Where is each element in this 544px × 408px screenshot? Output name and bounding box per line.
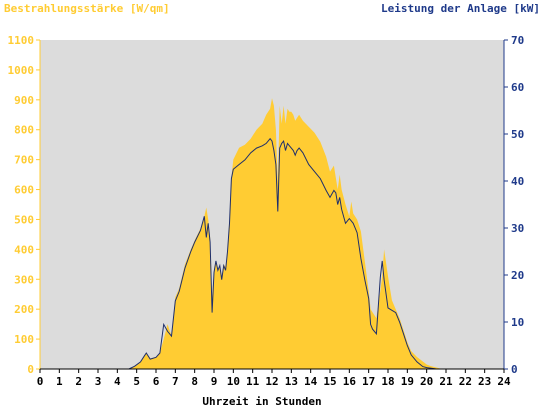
right-tick-label: 0 <box>511 363 518 376</box>
x-tick-label: 24 <box>497 375 511 388</box>
right-tick-label: 40 <box>511 175 524 188</box>
left-tick-label: 100 <box>14 333 34 346</box>
x-axis-ticks: 0 1 2 3 4 5 6 7 8 9 10 11 12 13 14 15 16 17 18 19 20 21 22 23 24 <box>37 369 511 388</box>
x-tick-label: 11 <box>246 375 260 388</box>
right-tick-label: 20 <box>511 269 524 282</box>
left-tick-label: 800 <box>14 124 34 137</box>
x-tick-label: 18 <box>381 375 394 388</box>
x-tick-label: 16 <box>343 375 357 388</box>
x-tick-label: 9 <box>211 375 218 388</box>
right-tick-label: 30 <box>511 222 524 235</box>
right-axis-ticks: 0 10 20 30 40 50 60 70 <box>504 34 524 376</box>
x-tick-label: 12 <box>265 375 278 388</box>
left-tick-label: 500 <box>14 213 34 226</box>
x-tick-label: 13 <box>285 375 298 388</box>
x-tick-label: 14 <box>304 375 318 388</box>
x-tick-label: 3 <box>95 375 102 388</box>
left-tick-label: 600 <box>14 184 34 197</box>
left-axis-title: Bestrahlungsstärke [W/qm] <box>4 2 170 15</box>
left-tick-label: 0 <box>27 363 34 376</box>
left-tick-label: 400 <box>14 243 34 256</box>
right-tick-label: 70 <box>511 34 524 47</box>
left-tick-label: 200 <box>14 303 34 316</box>
left-tick-label: 300 <box>14 273 34 286</box>
x-tick-label: 2 <box>75 375 82 388</box>
x-tick-label: 21 <box>439 375 453 388</box>
x-tick-label: 19 <box>401 375 414 388</box>
right-tick-label: 10 <box>511 316 524 329</box>
x-tick-label: 15 <box>323 375 336 388</box>
x-tick-label: 10 <box>227 375 240 388</box>
x-tick-label: 4 <box>114 375 121 388</box>
x-tick-label: 0 <box>37 375 44 388</box>
x-tick-label: 17 <box>362 375 375 388</box>
series-layer <box>40 98 504 370</box>
power-line <box>40 137 504 370</box>
left-tick-label: 1100 <box>8 34 35 47</box>
x-tick-label: 8 <box>191 375 198 388</box>
left-tick-label: 1000 <box>8 64 35 77</box>
irradiance-area <box>40 98 504 370</box>
x-tick-label: 20 <box>420 375 433 388</box>
x-tick-label: 1 <box>56 375 63 388</box>
x-tick-label: 6 <box>153 375 160 388</box>
x-tick-label: 7 <box>172 375 179 388</box>
x-axis-label: Uhrzeit in Stunden <box>202 395 321 408</box>
x-tick-label: 23 <box>478 375 491 388</box>
left-tick-label: 700 <box>14 154 34 167</box>
x-tick-label: 22 <box>459 375 472 388</box>
right-axis-title: Leistung der Anlage [kW] <box>381 2 540 15</box>
left-axis-ticks: 0 100 200 300 400 500 600 700 800 900 1000 1100 <box>8 34 40 376</box>
right-tick-label: 50 <box>511 128 524 141</box>
x-tick-label: 5 <box>133 375 140 388</box>
left-tick-label: 900 <box>14 94 34 107</box>
right-tick-label: 60 <box>511 81 524 94</box>
